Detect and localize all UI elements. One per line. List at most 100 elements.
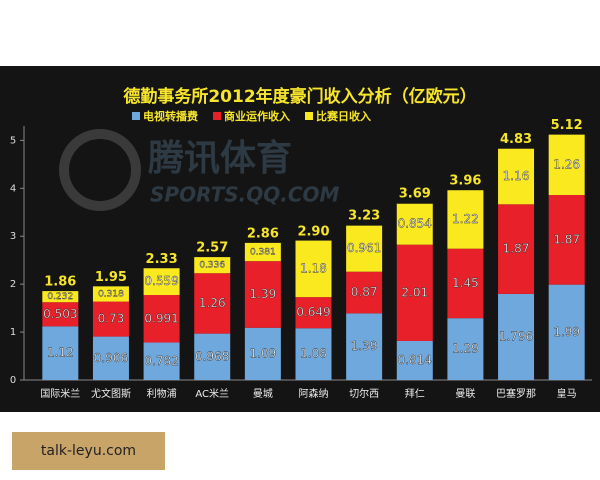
value-label: 1.09 — [250, 346, 277, 360]
bar-segment — [396, 203, 433, 245]
value-label: 0.968 — [195, 349, 229, 363]
watermark-title: 腾讯体育 — [148, 138, 292, 179]
bar-segment — [295, 297, 332, 329]
value-label: 1.26 — [199, 296, 226, 310]
value-label: 0.336 — [199, 261, 225, 271]
value-label: 0.381 — [250, 248, 276, 258]
bar-segment — [346, 313, 383, 380]
footer-label: talk-leyu.com — [12, 432, 165, 470]
bar-segment — [244, 242, 281, 262]
value-label: 0.854 — [398, 217, 432, 231]
bar-segment — [346, 225, 383, 272]
total-label: 5.12 — [551, 118, 583, 133]
bar-segment — [143, 268, 180, 296]
value-label: 1.39 — [351, 339, 378, 353]
bar-segment — [447, 318, 484, 380]
x-tick-label: AC米兰 — [195, 387, 229, 400]
total-label: 3.69 — [399, 187, 431, 202]
value-label: 0.814 — [398, 353, 432, 367]
bar-segment — [396, 244, 433, 341]
value-label: 1.45 — [452, 276, 479, 290]
bar-segment — [396, 340, 433, 380]
total-label: 2.33 — [146, 252, 178, 267]
value-label: 0.503 — [43, 307, 77, 321]
y-tick-label: 2 — [10, 279, 16, 290]
value-label: 0.73 — [98, 312, 125, 326]
bar-segment — [244, 261, 281, 328]
value-label: 1.87 — [553, 232, 580, 246]
y-tick-label: 5 — [10, 135, 16, 146]
legend-swatch — [213, 112, 221, 120]
x-tick-label: 皇马 — [557, 387, 577, 400]
total-label: 1.95 — [95, 270, 127, 285]
bar-segment — [548, 134, 585, 196]
value-label: 1.87 — [503, 242, 530, 256]
value-label: 0.961 — [347, 241, 381, 255]
value-label: 0.232 — [47, 292, 73, 302]
bar-segment — [295, 240, 332, 298]
bar-segment — [498, 204, 535, 294]
x-tick-label: 曼联 — [455, 388, 475, 400]
value-label: 1.18 — [300, 261, 327, 275]
value-label: 0.782 — [144, 354, 178, 368]
bar-segment — [194, 273, 231, 334]
bar-segment — [143, 342, 180, 380]
bar-segment — [92, 336, 129, 380]
y-tick-label: 4 — [10, 183, 16, 194]
bar-segment — [548, 284, 585, 380]
value-label: 1.12 — [47, 346, 74, 360]
bar-segment — [194, 333, 231, 380]
bar-segment — [42, 326, 79, 380]
value-label: 1.08 — [300, 347, 327, 361]
value-label: 0.559 — [144, 274, 178, 288]
value-label: 0.318 — [98, 289, 124, 299]
value-label: 0.649 — [296, 305, 330, 319]
legend-swatch — [132, 112, 140, 120]
value-label: 1.29 — [452, 342, 479, 356]
value-label: 1.16 — [503, 169, 530, 183]
bar-segment — [244, 327, 281, 380]
x-tick-label: 曼城 — [253, 388, 273, 400]
bar-segment — [42, 291, 79, 303]
y-tick-label: 1 — [10, 327, 16, 338]
watermark-logo — [59, 129, 141, 211]
legend-swatch — [305, 112, 313, 120]
chart-title: 德勤事务所2012年度豪门收入分析（亿欧元） — [123, 86, 476, 107]
total-label: 2.86 — [247, 226, 279, 241]
x-tick-label: 国际米兰 — [40, 387, 80, 400]
value-label: 1.99 — [553, 325, 580, 339]
total-label: 2.90 — [297, 225, 329, 240]
bar-segment — [498, 293, 535, 380]
bar-segment — [92, 301, 129, 337]
total-label: 3.23 — [348, 209, 380, 224]
value-label: 0.906 — [94, 351, 128, 365]
bar-segment — [447, 190, 484, 249]
legend-label: 比赛日收入 — [316, 109, 371, 123]
bar-segment — [548, 195, 585, 285]
legend-label: 电视转播费 — [143, 109, 198, 123]
total-label: 3.96 — [449, 174, 481, 189]
x-tick-label: 切尔西 — [349, 387, 379, 400]
y-tick-label: 3 — [10, 231, 16, 242]
bar-segment — [92, 286, 129, 302]
value-label: 1.39 — [250, 287, 277, 301]
value-label: 0.991 — [144, 311, 178, 325]
x-tick-label: 阿森纳 — [299, 387, 329, 400]
total-label: 4.83 — [500, 132, 532, 147]
legend-label: 商业运作收入 — [224, 109, 290, 123]
value-label: 1.796 — [499, 329, 533, 343]
value-label: 1.26 — [553, 157, 580, 171]
value-label: 1.22 — [452, 212, 479, 226]
x-tick-label: 利物浦 — [147, 387, 177, 400]
total-label: 1.86 — [44, 274, 76, 289]
bar-segment — [42, 302, 79, 327]
bar-segment — [295, 328, 332, 380]
bar-segment — [346, 271, 383, 314]
bar-segment — [447, 248, 484, 319]
value-label: 0.87 — [351, 285, 378, 299]
value-label: 2.01 — [401, 285, 428, 299]
x-tick-label: 巴塞罗那 — [496, 387, 536, 400]
watermark-url: SPORTS.QQ.COM — [150, 183, 339, 207]
bar-segment — [143, 295, 180, 343]
